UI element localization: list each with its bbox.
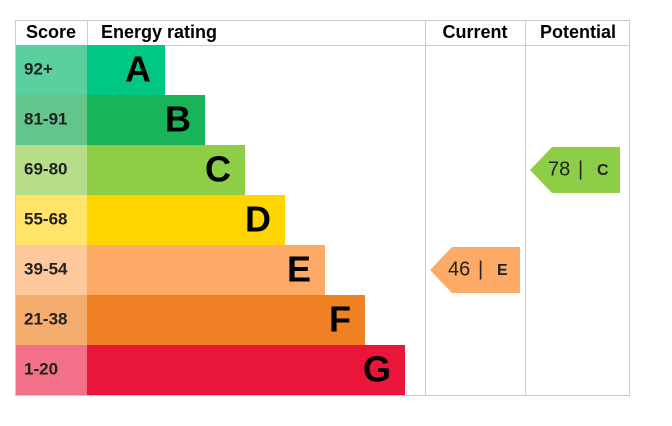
rating-bar [87,45,165,95]
rating-letter: D [245,199,271,240]
rating-bar [87,295,365,345]
score-cell [16,295,87,345]
rating-bar [87,195,285,245]
score-label: 1-20 [24,359,58,378]
score-label: 55-68 [24,209,67,228]
score-cell [16,145,87,195]
current-arrow [430,247,520,293]
score-label: 92+ [24,59,53,78]
score-cell [16,245,87,295]
score-cell [16,195,87,245]
potential-arrow [530,147,620,193]
score-cell [16,45,87,95]
rating-letter: C [205,149,231,190]
score-cell [16,95,87,145]
score-cell [16,345,87,395]
rating-letter: B [165,99,191,140]
rating-letter: F [329,299,351,340]
rating-letter: E [287,249,311,290]
header-current: Current [442,22,507,42]
header-rating: Energy rating [101,22,217,42]
rating-bar [87,145,245,195]
score-label: 81-91 [24,109,67,128]
header-score: Score [26,22,76,42]
rating-bar [87,245,325,295]
header-potential: Potential [540,22,616,42]
current-value: 46 [448,258,470,280]
rating-bar [87,345,405,395]
score-label: 39-54 [24,259,68,278]
potential-separator: | [578,158,583,180]
rating-letter: A [125,49,151,90]
rating-letter: G [363,349,391,390]
potential-value: 78 [548,158,570,180]
rating-bar [87,95,205,145]
potential-letter: C [597,162,609,179]
score-label: 21-38 [24,309,67,328]
current-separator: | [478,258,483,280]
current-letter: E [497,262,508,279]
score-label: 69-80 [24,159,67,178]
